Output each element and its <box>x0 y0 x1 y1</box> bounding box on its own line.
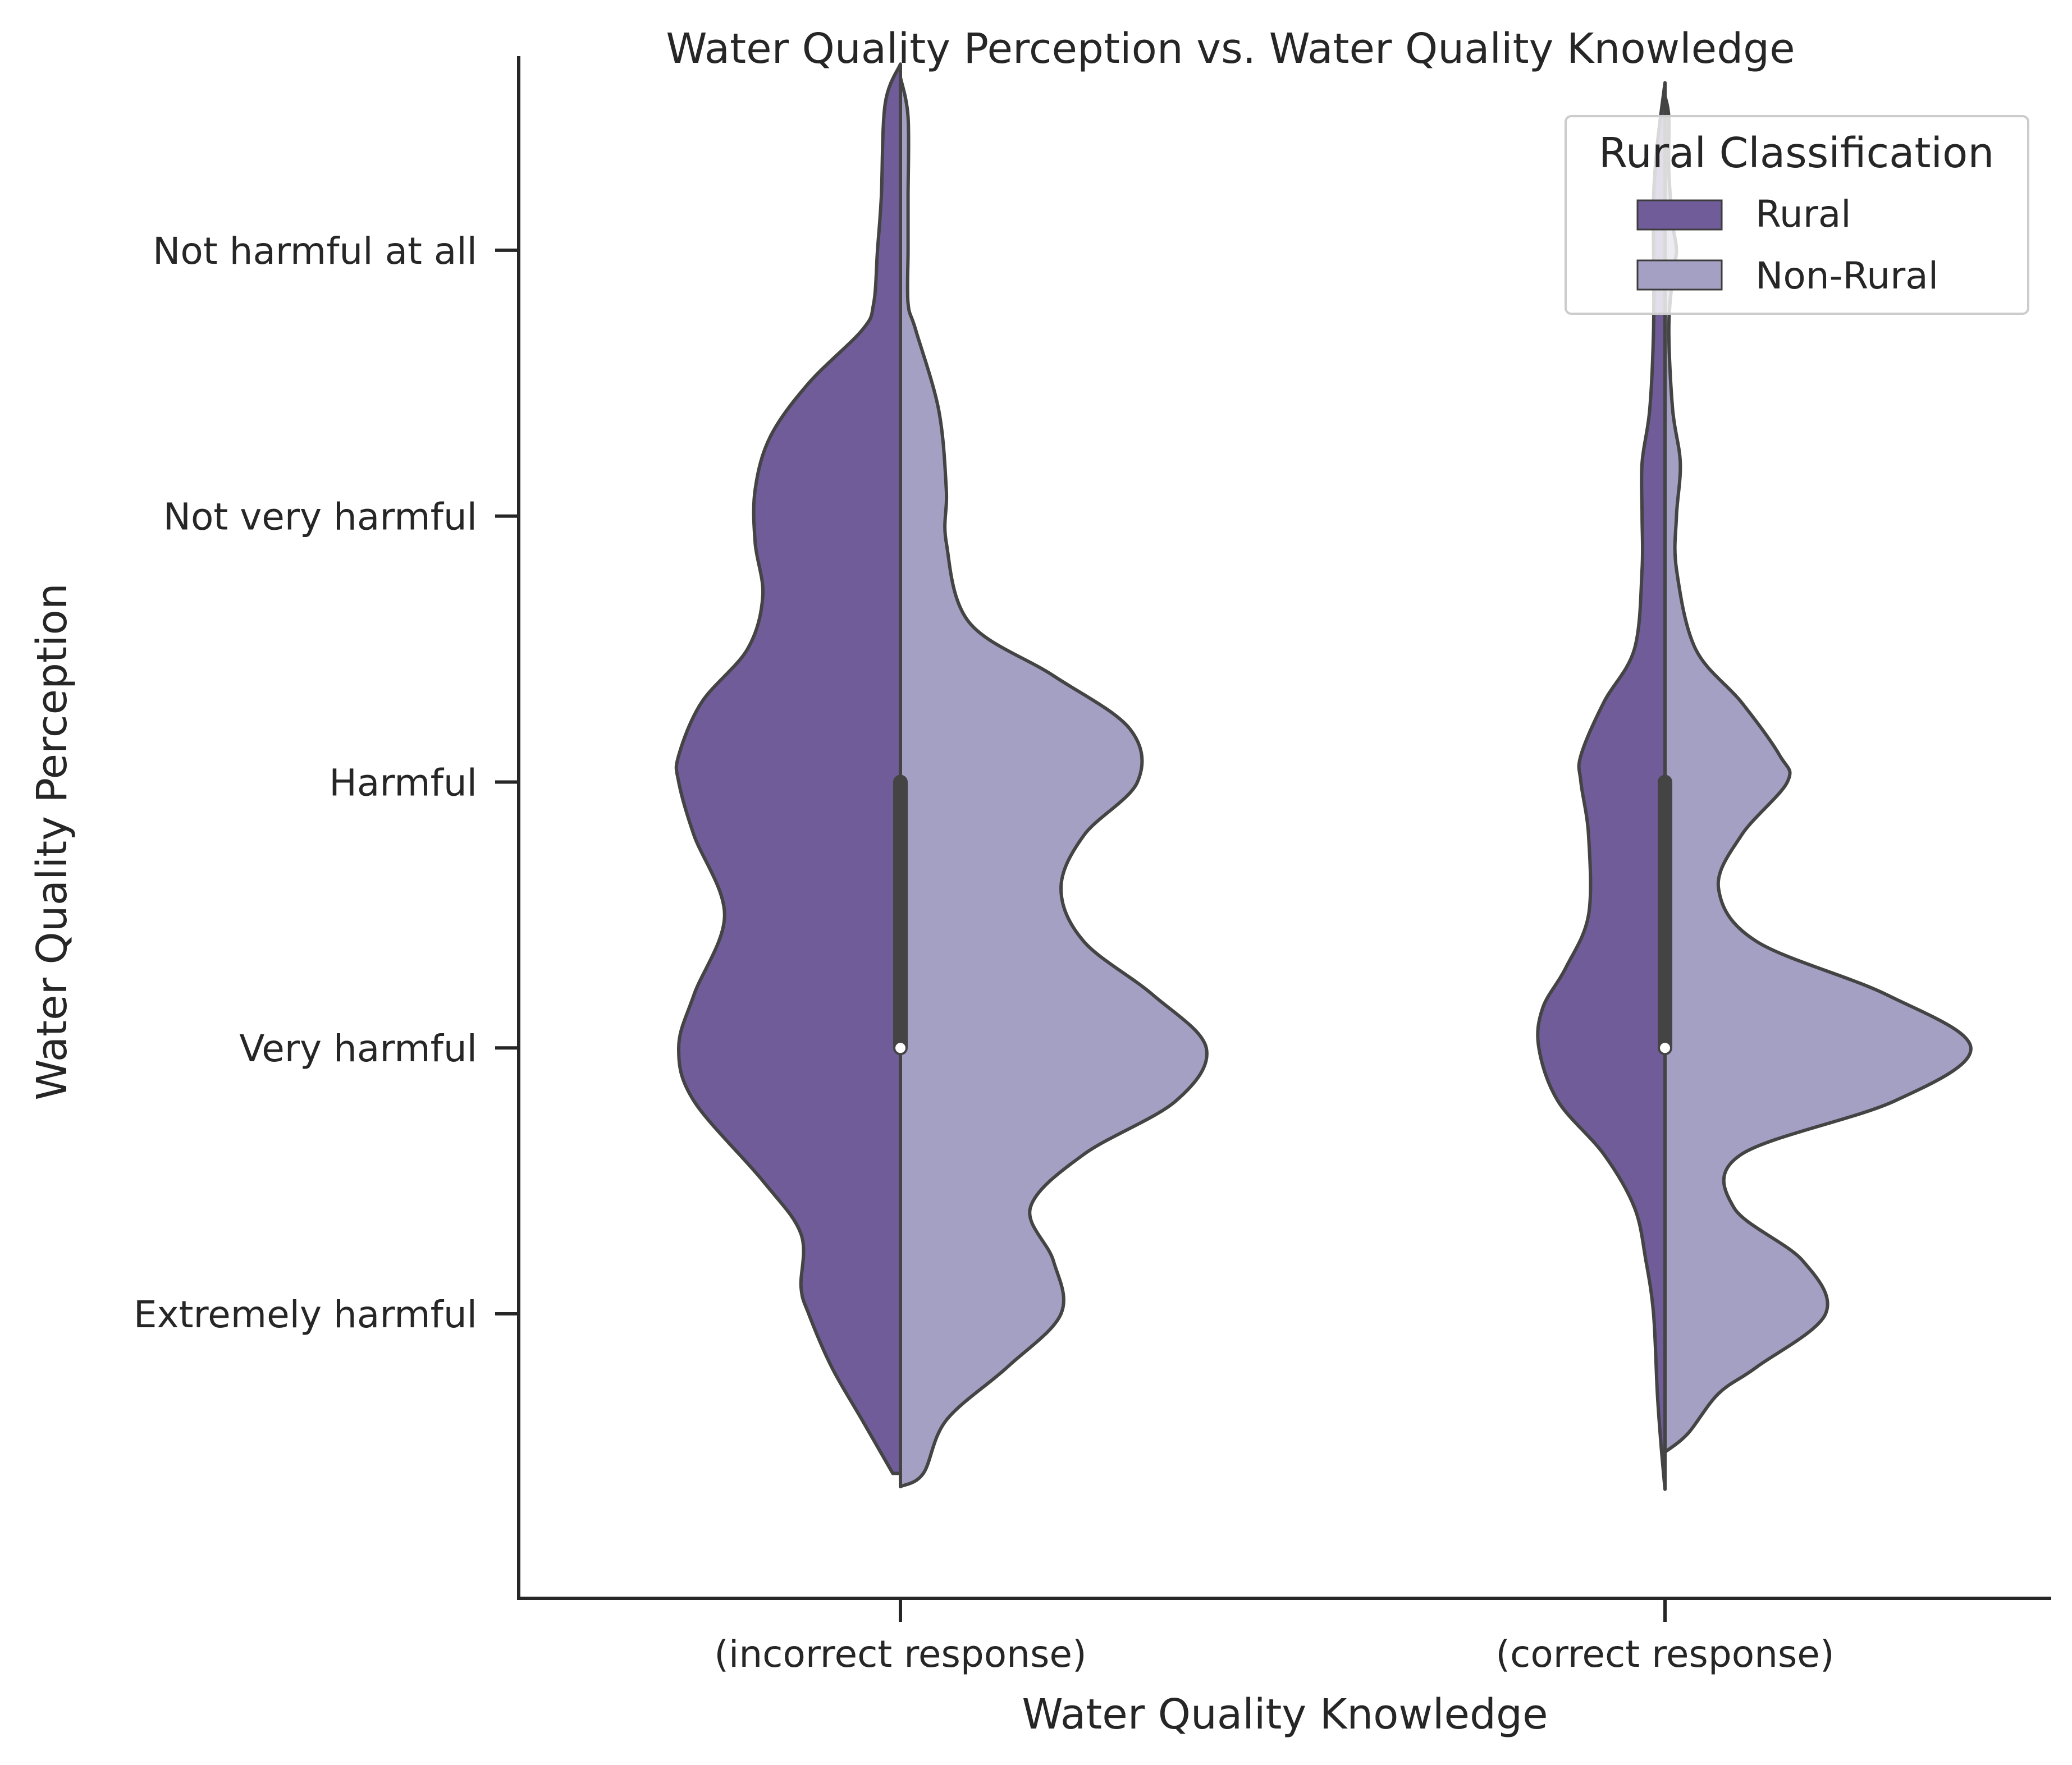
violin-non-rural-incorrect-response <box>899 75 1209 1489</box>
legend-label-non-rural: Non-Rural <box>1755 254 1938 297</box>
y-tick-label-very-harmful: Very harmful <box>239 1027 477 1070</box>
legend-swatch-non-rural <box>1636 259 1723 291</box>
legend: Rural Classification Rural Non-Rural <box>1565 115 2029 315</box>
x-ticks-group: (incorrect response) (correct response) <box>714 1598 1835 1676</box>
y-tick-label-harmful: Harmful <box>329 761 477 804</box>
chart-title: Water Quality Perception vs. Water Quali… <box>666 25 1795 73</box>
violins-group <box>674 62 1973 1491</box>
inner-box-group <box>893 64 1672 1489</box>
median-point-incorrect-response <box>895 1043 905 1053</box>
y-ticks-group: Not harmful at all Not very harmful Harmfu… <box>134 230 519 1336</box>
x-tick-label-correct-response: (correct response) <box>1495 1633 1834 1676</box>
legend-label-rural: Rural <box>1755 192 1851 236</box>
y-tick-label-not-harmful-at-all: Not harmful at all <box>153 230 477 273</box>
median-point-correct-response <box>1660 1043 1670 1053</box>
x-axis-label: Water Quality Knowledge <box>1022 1690 1548 1739</box>
violin-rural-correct-response <box>1536 81 1667 1491</box>
violin-rural-incorrect-response <box>674 62 902 1475</box>
y-tick-label-extremely-harmful: Extremely harmful <box>134 1293 477 1336</box>
y-axis-label: Water Quality Perception <box>28 583 76 1100</box>
legend-title: Rural Classification <box>1599 129 1994 177</box>
legend-swatch-rural <box>1636 199 1723 231</box>
x-tick-label-incorrect-response: (incorrect response) <box>714 1633 1087 1676</box>
y-tick-label-not-very-harmful: Not very harmful <box>163 496 477 539</box>
